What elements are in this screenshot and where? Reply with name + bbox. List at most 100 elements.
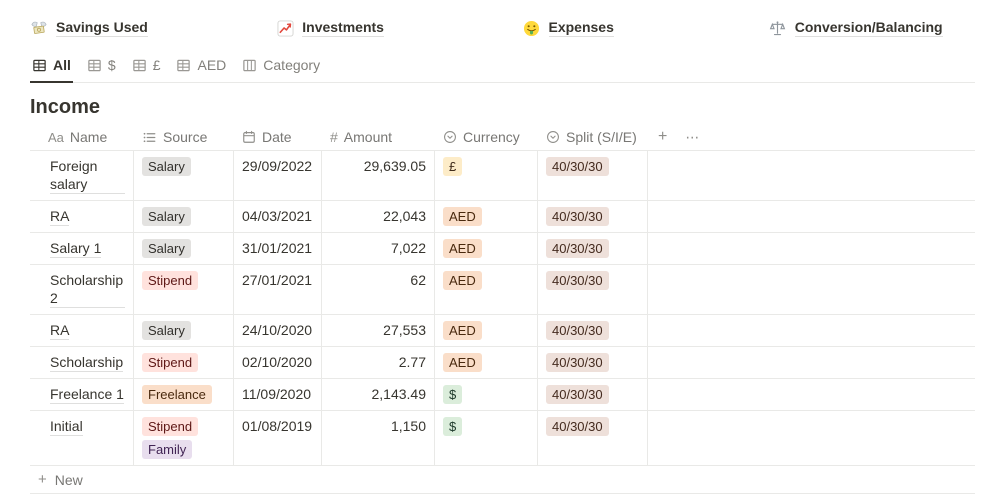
name-cell[interactable]: RA xyxy=(30,315,134,346)
source-cell[interactable]: Salary xyxy=(134,233,234,264)
source-tag: Family xyxy=(142,440,193,459)
source-cell[interactable]: Stipend xyxy=(134,347,234,378)
currency-tag: AED xyxy=(443,321,482,340)
amount-cell[interactable]: 1,150 xyxy=(322,411,435,465)
source-cell[interactable]: Salary xyxy=(134,315,234,346)
amount-cell[interactable]: 7,022 xyxy=(322,233,435,264)
nav-link-label: Investments xyxy=(302,19,384,37)
nav-link-conversion-balancing[interactable]: Conversion/Balancing xyxy=(769,19,975,37)
column-header-source[interactable]: Source xyxy=(134,129,234,145)
column-header-amount[interactable]: # Amount xyxy=(322,129,435,145)
row-title: Scholarship 2 xyxy=(50,272,125,308)
source-cell[interactable]: Salary xyxy=(134,151,234,200)
nav-link-expenses[interactable]: Expenses xyxy=(523,19,729,37)
nav-link-investments[interactable]: Investments xyxy=(276,19,482,37)
date-cell[interactable]: 29/09/2022 xyxy=(234,151,322,200)
name-cell[interactable]: RA xyxy=(30,201,134,232)
income-table: Aa Name Source Date # Amount xyxy=(30,124,975,494)
amount-cell[interactable]: 29,639.05 xyxy=(322,151,435,200)
name-cell[interactable]: Initial xyxy=(30,411,134,465)
currency-cell[interactable]: AED xyxy=(435,265,538,314)
source-cell[interactable]: Stipend Family xyxy=(134,411,234,465)
amount-cell[interactable]: 27,553 xyxy=(322,315,435,346)
new-row-button[interactable]: + New xyxy=(30,466,975,494)
name-cell[interactable]: Salary 1 xyxy=(30,233,134,264)
source-tag: Freelance xyxy=(142,385,212,404)
tab-label: £ xyxy=(152,57,161,73)
currency-cell[interactable]: AED xyxy=(435,315,538,346)
column-header-split[interactable]: Split (S/I/E) xyxy=(538,129,648,145)
row-title: RA xyxy=(50,322,70,340)
row-title: Initial xyxy=(50,418,83,436)
tab-aed[interactable]: AED xyxy=(174,57,228,83)
tab-pound[interactable]: £ xyxy=(130,57,163,83)
table-row: RA Salary 24/10/2020 27,553 AED 40/30/30 xyxy=(30,315,975,347)
empty-cell xyxy=(648,201,975,232)
tab-dollar[interactable]: $ xyxy=(85,57,118,83)
date-cell[interactable]: 02/10/2020 xyxy=(234,347,322,378)
column-label: Split (S/I/E) xyxy=(566,129,637,145)
name-cell[interactable]: Foreign salary xyxy=(30,151,134,200)
date-cell[interactable]: 01/08/2019 xyxy=(234,411,322,465)
number-icon: # xyxy=(330,129,338,145)
split-tag: 40/30/30 xyxy=(546,353,609,372)
nav-link-savings-used[interactable]: Savings Used xyxy=(30,19,236,37)
split-cell[interactable]: 40/30/30 xyxy=(538,411,648,465)
date-cell[interactable]: 04/03/2021 xyxy=(234,201,322,232)
column-header-date[interactable]: Date xyxy=(234,129,322,145)
name-cell[interactable]: Scholarship xyxy=(30,347,134,378)
name-cell[interactable]: Scholarship 2 xyxy=(30,265,134,314)
money-mouth-face-icon xyxy=(523,19,541,37)
new-row-label: New xyxy=(54,471,83,488)
empty-cell xyxy=(648,315,975,346)
tab-category[interactable]: Category xyxy=(240,57,322,83)
currency-cell[interactable]: AED xyxy=(435,233,538,264)
source-tag: Stipend xyxy=(142,271,199,290)
table-row: Foreign salary Salary 29/09/2022 29,639.… xyxy=(30,151,975,201)
source-cell[interactable]: Freelance xyxy=(134,379,234,410)
table-row: Initial Stipend Family 01/08/2019 1,150 … xyxy=(30,411,975,466)
source-cell[interactable]: Stipend xyxy=(134,265,234,314)
split-cell[interactable]: 40/30/30 xyxy=(538,201,648,232)
currency-tag: $ xyxy=(443,385,463,404)
split-cell[interactable]: 40/30/30 xyxy=(538,379,648,410)
currency-cell[interactable]: AED xyxy=(435,201,538,232)
date-cell[interactable]: 31/01/2021 xyxy=(234,233,322,264)
source-tag: Salary xyxy=(142,321,191,340)
currency-tag: £ xyxy=(443,157,463,176)
currency-tag: AED xyxy=(443,239,482,258)
amount-cell[interactable]: 22,043 xyxy=(322,201,435,232)
currency-cell[interactable]: AED xyxy=(435,347,538,378)
split-cell[interactable]: 40/30/30 xyxy=(538,151,648,200)
date-cell[interactable]: 27/01/2021 xyxy=(234,265,322,314)
table-view-icon xyxy=(176,58,191,73)
split-cell[interactable]: 40/30/30 xyxy=(538,347,648,378)
amount-cell[interactable]: 2,143.49 xyxy=(322,379,435,410)
add-column-button[interactable]: + xyxy=(658,128,668,145)
multi-select-icon xyxy=(142,130,157,145)
split-cell[interactable]: 40/30/30 xyxy=(538,233,648,264)
source-tag: Salary xyxy=(142,207,191,226)
date-cell[interactable]: 11/09/2020 xyxy=(234,379,322,410)
column-header-name[interactable]: Aa Name xyxy=(30,129,134,145)
split-cell[interactable]: 40/30/30 xyxy=(538,315,648,346)
empty-cell xyxy=(648,151,975,200)
column-label: Amount xyxy=(343,129,393,145)
name-cell[interactable]: Freelance 1 xyxy=(30,379,134,410)
amount-cell[interactable]: 62 xyxy=(322,265,435,314)
column-label: Name xyxy=(69,129,108,145)
more-options-button[interactable]: ⋯ xyxy=(685,129,701,145)
text-type-icon: Aa xyxy=(48,129,64,145)
split-cell[interactable]: 40/30/30 xyxy=(538,265,648,314)
currency-cell[interactable]: £ xyxy=(435,151,538,200)
column-header-currency[interactable]: Currency xyxy=(435,129,538,145)
source-cell[interactable]: Salary xyxy=(134,201,234,232)
amount-cell[interactable]: 2.77 xyxy=(322,347,435,378)
table-row: RA Salary 04/03/2021 22,043 AED 40/30/30 xyxy=(30,201,975,233)
currency-cell[interactable]: $ xyxy=(435,411,538,465)
tab-all[interactable]: All xyxy=(30,57,73,83)
empty-cell xyxy=(648,233,975,264)
currency-cell[interactable]: $ xyxy=(435,379,538,410)
date-cell[interactable]: 24/10/2020 xyxy=(234,315,322,346)
